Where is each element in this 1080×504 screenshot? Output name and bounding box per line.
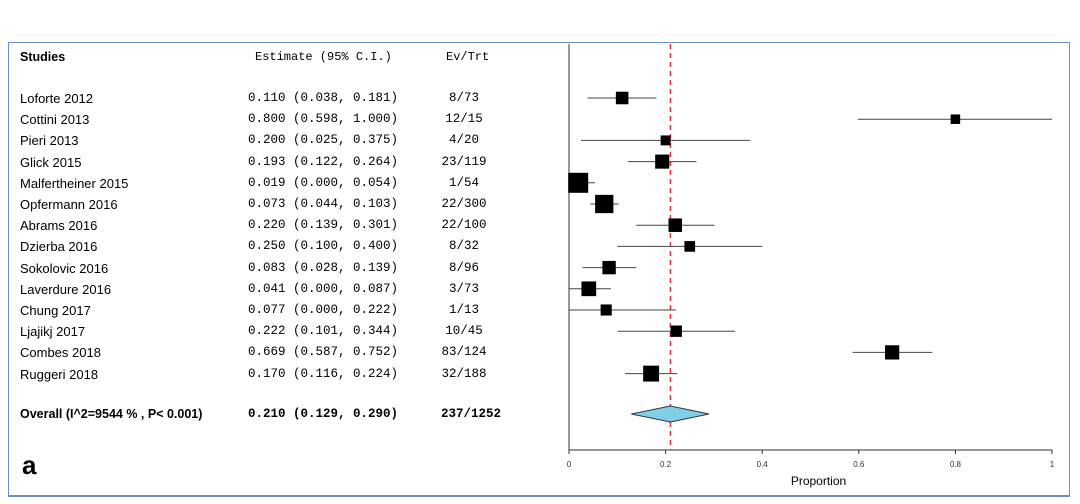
study-estimate: 0.222 (0.101, 0.344) [248, 324, 399, 339]
study-evtrt: 4/20 [448, 133, 479, 148]
x-tick-label: 0 [567, 460, 572, 469]
study-estimate: 0.110 (0.038, 0.181) [248, 91, 399, 105]
overall-estimate: 0.210 (0.129, 0.290) [248, 407, 399, 421]
point-estimate-square [885, 345, 900, 360]
point-estimate-square [595, 194, 614, 214]
study-name: Cottini 2013 [20, 112, 90, 128]
study-estimate: 0.800 (0.598, 1.000) [248, 112, 399, 127]
point-estimate-square [670, 325, 682, 337]
study-evtrt: 22/100 [441, 218, 487, 233]
study-estimate: 0.250 (0.100, 0.400) [248, 239, 399, 254]
study-evtrt: 23/119 [441, 154, 487, 169]
point-estimate-square [643, 365, 660, 382]
point-estimate-square [660, 135, 671, 146]
point-estimate-square [602, 260, 616, 275]
x-axis-label: Proportion [791, 474, 846, 488]
point-estimate-square [568, 172, 589, 193]
study-evtrt: 22/300 [441, 197, 487, 211]
study-estimate: 0.041 (0.000, 0.087) [248, 281, 399, 296]
study-evtrt: 83/124 [441, 345, 487, 360]
study-evtrt: 1/54 [448, 175, 479, 190]
point-estimate-square [581, 281, 597, 297]
study-name: Loforte 2012 [20, 91, 94, 106]
x-tick-label: 0.8 [950, 460, 962, 469]
point-estimate-square [600, 304, 612, 316]
study-estimate: 0.193 (0.122, 0.264) [248, 154, 399, 169]
study-evtrt: 8/96 [448, 260, 479, 275]
study-estimate: 0.170 (0.116, 0.224) [248, 366, 399, 381]
studies-header: Studies [20, 50, 66, 64]
study-estimate: 0.083 (0.028, 0.139) [248, 260, 399, 275]
x-tick-label: 1 [1050, 460, 1055, 469]
study-estimate: 0.200 (0.025, 0.375) [248, 133, 399, 148]
study-evtrt: 32/188 [441, 366, 487, 381]
estimate-header: Estimate (95% C.I.) [255, 50, 392, 64]
study-name: Abrams 2016 [20, 218, 98, 234]
panel-letter: a [22, 450, 37, 480]
study-estimate: 0.019 (0.000, 0.054) [248, 175, 399, 190]
study-estimate: 0.073 (0.044, 0.103) [248, 197, 399, 211]
study-name: Pieri 2013 [20, 133, 79, 149]
study-estimate: 0.669 (0.587, 0.752) [248, 345, 399, 360]
evtrt-header: Ev/Trt [446, 50, 490, 64]
study-evtrt: 8/32 [448, 239, 479, 254]
study-name: Laverdure 2016 [20, 281, 112, 297]
study-evtrt: 1/13 [448, 303, 479, 317]
x-tick-label: 0.6 [853, 460, 865, 469]
point-estimate-square [615, 91, 629, 105]
study-name: Dzierba 2016 [20, 239, 98, 255]
study-evtrt: 12/15 [445, 112, 483, 127]
study-evtrt: 8/73 [448, 91, 479, 105]
study-name: Chung 2017 [20, 303, 91, 318]
study-name: Combes 2018 [20, 345, 101, 361]
study-name: Sokolovic 2016 [20, 260, 109, 276]
study-evtrt: 3/73 [448, 281, 479, 296]
x-tick-label: 0.4 [757, 460, 769, 469]
study-name: Malfertheiner 2015 [20, 175, 129, 191]
point-estimate-square [668, 218, 683, 232]
x-tick-label: 0.2 [660, 460, 672, 469]
study-estimate: 0.077 (0.000, 0.222) [248, 303, 399, 317]
overall-label: Overall (I^2=9544 % , P< 0.001) [20, 407, 203, 421]
point-estimate-square [684, 241, 696, 252]
study-name: Ruggeri 2018 [20, 366, 99, 382]
study-name: Ljajikj 2017 [20, 324, 86, 340]
study-name: Opfermann 2016 [20, 197, 118, 212]
figure-frame [8, 42, 1070, 497]
study-evtrt: 10/45 [445, 324, 483, 339]
study-name: Glick 2015 [20, 154, 82, 170]
overall-evtrt: 237/1252 [440, 407, 501, 421]
point-estimate-square [655, 154, 670, 169]
point-estimate-square [950, 114, 961, 124]
study-estimate: 0.220 (0.139, 0.301) [248, 218, 399, 233]
overall-diamond [631, 405, 710, 423]
